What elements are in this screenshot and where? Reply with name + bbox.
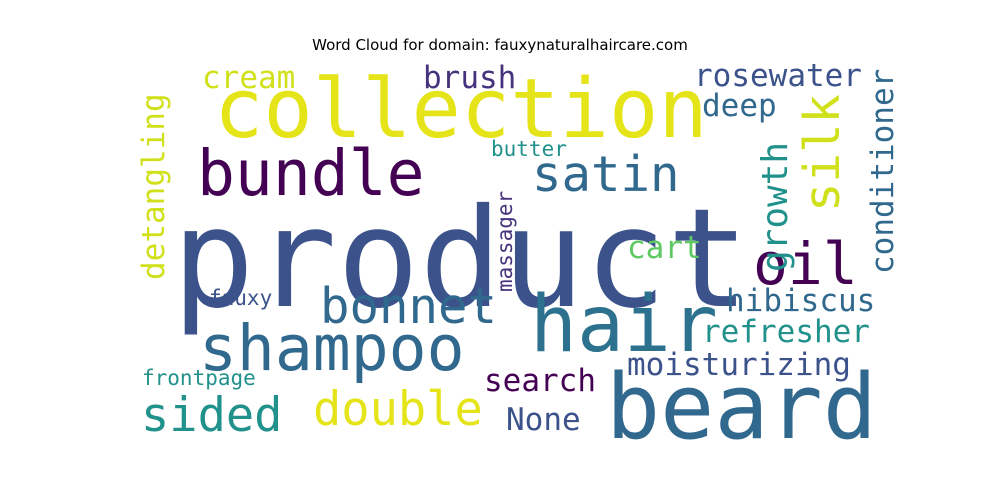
word-sided: sided <box>141 388 282 443</box>
word-satin: satin <box>532 146 680 203</box>
word-cart: cart <box>627 230 702 266</box>
word-hair: hair <box>530 280 718 370</box>
word-massager: massager <box>493 191 517 292</box>
word-none: None <box>506 402 581 438</box>
word-silk: silk <box>794 94 851 212</box>
word-hibiscus: hibiscus <box>726 283 875 319</box>
word-detangling: detangling <box>136 93 172 280</box>
word-cream: cream <box>202 60 295 96</box>
word-oil: oil <box>753 230 858 298</box>
word-search: search <box>484 363 596 399</box>
word-growth: growth <box>755 142 796 272</box>
word-rosewater: rosewater <box>694 58 862 94</box>
chart-title: Word Cloud for domain: fauxynaturalhairc… <box>312 36 688 54</box>
word-conditioner: conditioner <box>865 69 901 274</box>
word-moisturizing: moisturizing <box>627 347 851 383</box>
word-deep: deep <box>702 88 777 124</box>
word-refresher: refresher <box>702 314 870 350</box>
word-beard: beard <box>606 355 877 460</box>
word-collection: collection <box>214 62 708 157</box>
word-butter: butter <box>491 137 567 161</box>
word-bonnet: bonnet <box>320 278 497 335</box>
word-bundle: bundle <box>197 137 425 210</box>
word-brush: brush <box>423 60 516 96</box>
word-shampoo: shampoo <box>199 312 465 385</box>
word-product: product <box>172 180 749 339</box>
word-fauxy: fauxy <box>209 286 272 310</box>
word-double: double <box>313 382 483 437</box>
word-frontpage: frontpage <box>142 366 256 390</box>
